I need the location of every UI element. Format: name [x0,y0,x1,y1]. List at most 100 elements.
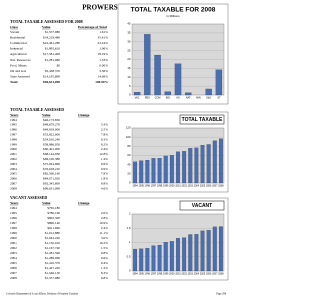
bar [194,147,199,184]
table-cell: Vacant [10,30,19,34]
x-tick-label: 1998 [157,273,163,276]
x-tick-label: AG [176,97,180,100]
table-cell: $1,557,980 [45,276,61,281]
y-tick-label: 0 [129,93,131,97]
x-tick-label: 1995 [139,273,145,276]
table-cell: 0.8% [101,276,108,280]
table-cell: 1996 [10,128,17,132]
bar [164,91,171,96]
table-cell: $22,461,280 [43,41,60,46]
x-tick-label: 2000 [169,185,175,188]
x-tick-label: 1996 [145,273,151,276]
y-tick-label: 40 [127,22,131,26]
table-cell: 14.69% [98,75,109,79]
table-title: TOTAL TAXABLE ASSESSED FOR 2008 [10,19,83,24]
table-cell: 12.8% [99,152,108,156]
table-cell: $84,071,920 [43,177,60,182]
table-cell: $1,043,220 [45,236,61,241]
column-header: Change [78,113,90,117]
page-number: Page 298 [216,293,226,296]
table-cell: Commercial [10,41,27,45]
table-cell: $1,012,880 [45,231,61,236]
table-cell: 2.4% [101,147,108,151]
y-tick-label: 2 [129,212,131,216]
table-cell: 2007 [10,181,17,185]
table-cell: Agricultural [10,52,27,56]
table-cell: 9.9% [101,162,108,166]
table-cell: $53,822,000 [43,132,60,137]
table-cell: $48,679,270 [43,123,60,128]
table-cell: 2001 [10,241,17,245]
bar [194,234,199,272]
table-cell: $68,144,930 [43,152,60,157]
table-cell: 1999 [10,142,17,146]
title-box [179,114,225,125]
x-tick-label: VAC [135,97,140,100]
table-cell: 1.33% [99,58,108,62]
table-cell: $82,560,160 [43,172,60,177]
table-cell: 1.61% [99,30,108,34]
bar [163,155,168,184]
table-cell: $14,195,890 [43,75,60,80]
table-cell: 1997 [10,132,17,136]
table-cell: State Assessed [10,75,30,79]
y-tick-label: 1.5 [127,226,131,230]
x-tick-label: 2008 [218,185,224,188]
x-tick-label: NAT [186,97,191,100]
bar [163,242,168,272]
table-cell: $1,410,370 [45,261,61,266]
table-cell: $802,300 [47,216,60,221]
table-cell: 2.8% [101,216,108,220]
table-cell: $1,895,610 [45,47,61,52]
table-cell: 4.6% [101,186,108,190]
table-cell: Total [10,80,17,84]
table-cell: 9.8% [101,251,108,255]
chart-title: TOTAL TAXABLE [182,117,223,123]
table-cell: 1997 [10,221,17,225]
x-tick-label: 2001 [175,185,181,188]
bar [212,140,217,184]
y-tick-label: 35 [127,31,131,35]
x-tick-label: 2006 [206,185,212,188]
table-cell: $69,100,380 [43,157,60,162]
x-tick-label: RES [145,97,150,100]
table-cell: 2008 [10,276,17,280]
table-cell: 2006 [10,177,17,181]
x-tick-label: 1997 [151,273,157,276]
table-cell: 1998 [10,137,17,141]
table-cell: 2002 [10,157,17,161]
bar [218,226,223,272]
column-header: Percentage of Total [78,25,107,29]
table-cell: 11.1% [99,231,108,235]
x-tick-label: 2008 [218,273,224,276]
y-tick-label: 0.5 [127,254,131,258]
bar [169,241,174,272]
bar [188,234,193,272]
table-cell: 2000 [10,147,17,151]
chart-title: VACANT [192,203,212,209]
table-cell: $765,180 [47,206,60,211]
bar [200,145,205,184]
bar [176,238,180,272]
table-title: TOTAL TAXABLE ASSESSED [10,107,64,112]
bar [206,230,211,272]
table-cell: 2004 [10,256,17,260]
table-cell: Residential [10,35,25,39]
table-cell: $3,438,370 [45,69,61,74]
x-tick-label: COM [155,97,161,100]
bar [139,160,144,184]
table-cell: $1,281,590 [45,251,61,256]
x-tick-label: 1994 [132,185,138,188]
table-cell: 1999 [10,231,17,235]
x-tick-label: 2002 [181,185,187,188]
table-cell: $58,986,050 [43,142,60,147]
table-cell: 5.4% [101,123,108,127]
y-tick-label: 80 [127,144,131,148]
table-cell: Prod. Mines [10,63,27,67]
table-cell: $34,219,480 [43,35,60,40]
bar [215,69,223,96]
table-cell: 2007 [10,271,17,275]
table-cell: 1.5% [101,246,108,250]
table-cell: 2001 [10,152,17,156]
x-tick-label: 2007 [212,273,218,276]
